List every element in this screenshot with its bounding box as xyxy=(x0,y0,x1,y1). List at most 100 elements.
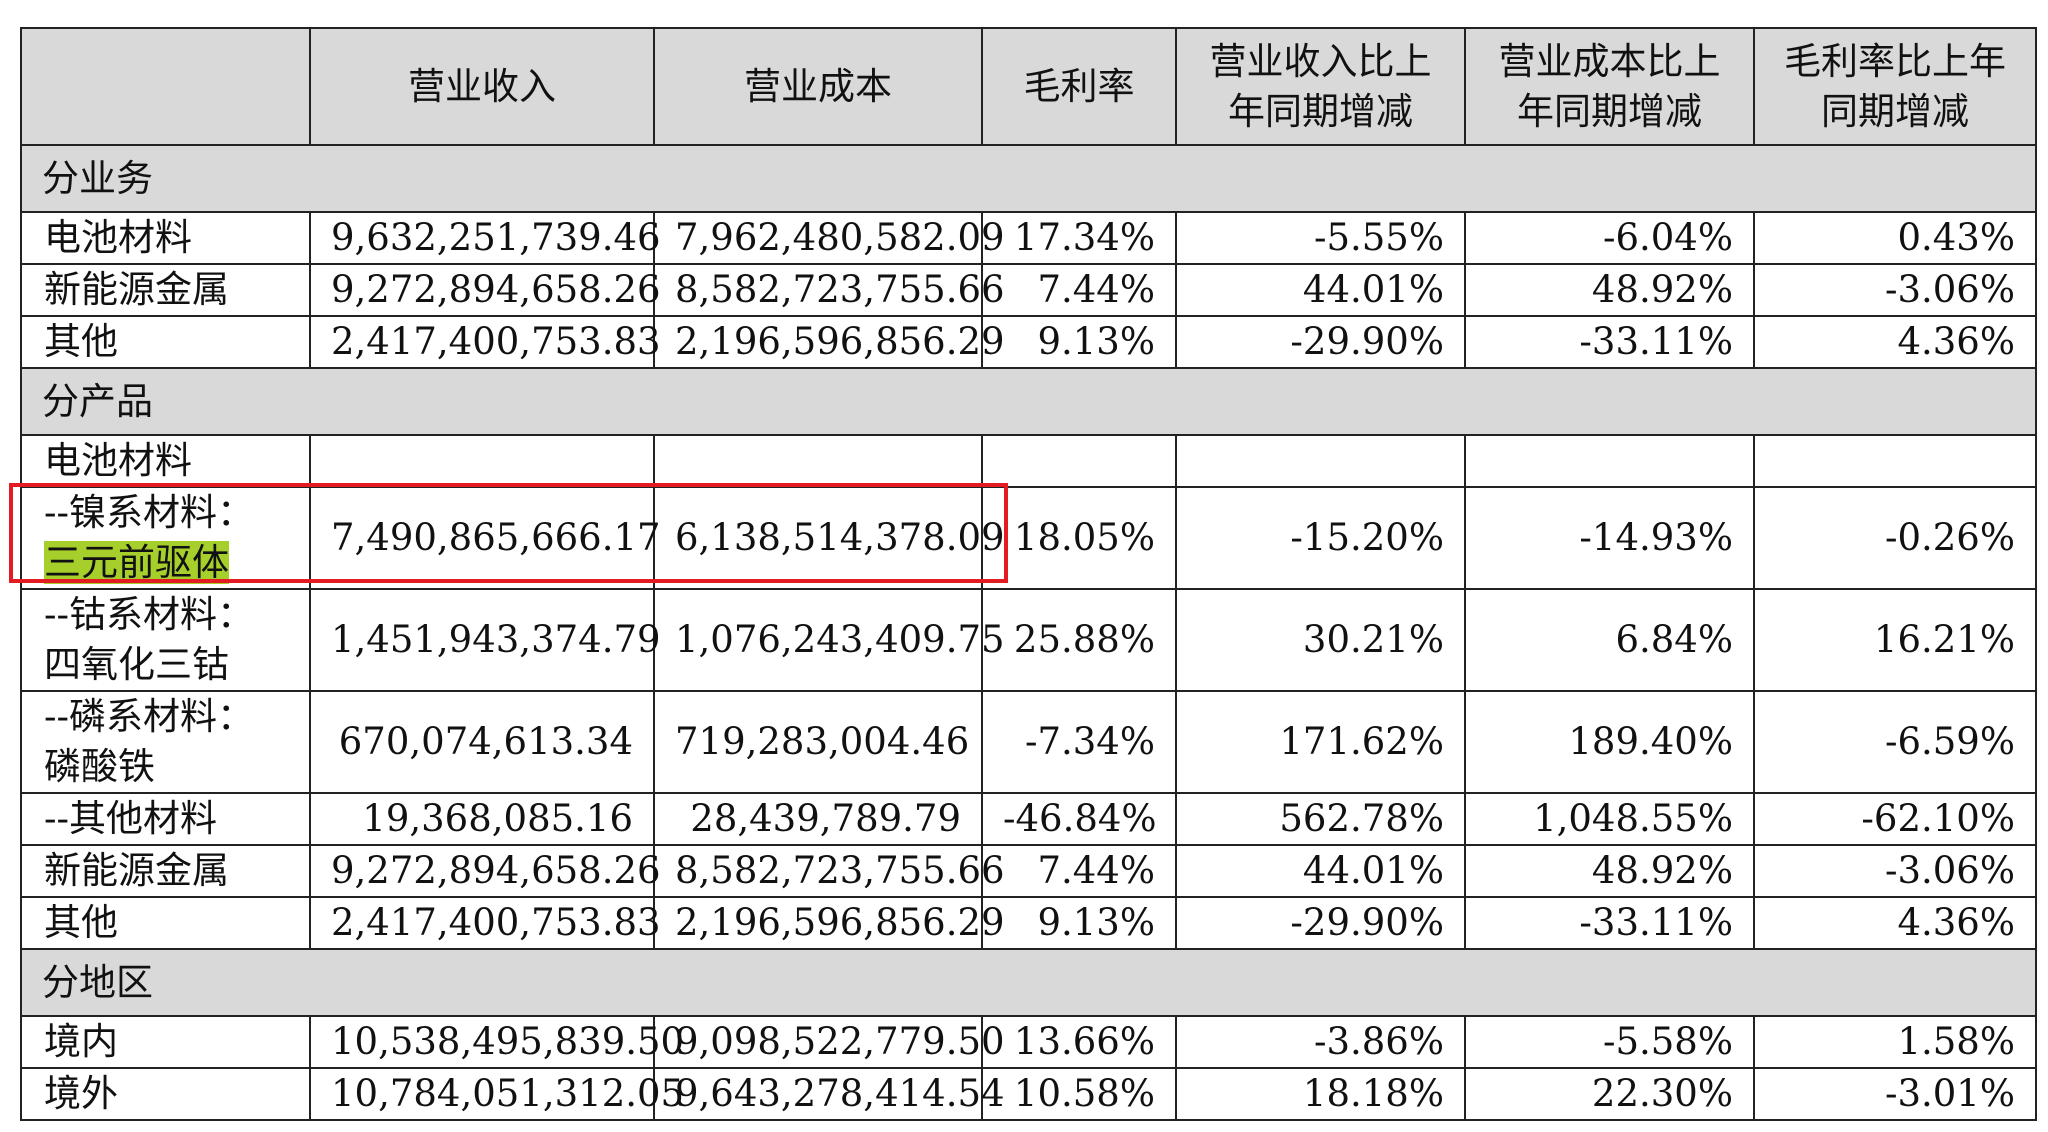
table-cell: 18.05% xyxy=(981,486,1177,590)
table-cell: 2,417,400,753.83 xyxy=(309,896,661,950)
table-cell: 2,196,596,856.29 xyxy=(653,315,1005,369)
row-label-line: 境外 xyxy=(44,1072,118,1115)
table-cell: 17.34% xyxy=(981,211,1177,265)
table-cell: 10.58% xyxy=(981,1067,1177,1121)
table-cell: 16.21% xyxy=(1753,588,2037,692)
section-label: 分产品 xyxy=(20,367,2037,436)
table-cell: 10,784,051,312.05 xyxy=(309,1067,684,1121)
table-cell: 30.21% xyxy=(1175,588,1466,692)
header-cell: 营业收入 xyxy=(309,27,655,146)
table-cell xyxy=(653,434,983,488)
table-cell: 25.88% xyxy=(981,588,1177,692)
row-label: --钴系材料： 四氧化三钴 xyxy=(20,588,311,692)
table-row: 电池材料 xyxy=(20,434,2037,488)
table-cell: 9,272,894,658.26 xyxy=(309,263,661,317)
table-row: 新能源金属 9,272,894,658.26 8,582,723,755.66 7.4… xyxy=(20,263,2037,317)
table-cell: 44.01% xyxy=(1175,263,1466,317)
row-label-line: 电池材料 xyxy=(44,439,192,482)
table-cell xyxy=(1753,434,2037,488)
table-cell: 0.43% xyxy=(1753,211,2037,265)
table-row: 境内 10,538,495,839.50 9,098,522,779.50 13.66… xyxy=(20,1015,2037,1069)
row-label: 境内 xyxy=(20,1015,311,1069)
financial-table: 营业收入 营业成本 毛利率 营业收入比上 年同期增减 营业成本比上 年同期增减 毛利… xyxy=(20,27,2037,1121)
row-label-line: --钴系材料： xyxy=(44,593,255,636)
table-cell: -5.55% xyxy=(1175,211,1466,265)
row-label-line: 四氧化三钴 xyxy=(44,643,229,686)
table-cell: 8,582,723,755.66 xyxy=(653,844,1005,898)
table-cell: 9,632,251,739.46 xyxy=(309,211,661,265)
table-cell: 2,417,400,753.83 xyxy=(309,315,661,369)
row-label-line: 新能源金属 xyxy=(44,849,229,892)
table-cell: 9.13% xyxy=(981,896,1177,950)
table-row: --磷系材料： 磷酸铁 670,074,613.34 719,283,004.46 -7… xyxy=(20,690,2037,794)
table-cell: 1,048.55% xyxy=(1464,792,1755,846)
table-cell xyxy=(1464,434,1755,488)
table-cell: -3.86% xyxy=(1175,1015,1466,1069)
table-cell: 28,439,789.79 xyxy=(653,792,983,846)
table-body: 分业务 电池材料 9,632,251,739.46 7,962,480,582.09 1… xyxy=(20,144,2037,1121)
table-cell: 4.36% xyxy=(1753,315,2037,369)
table-cell: 9,272,894,658.26 xyxy=(309,844,661,898)
table-cell: -3.06% xyxy=(1753,263,2037,317)
table-cell: -6.59% xyxy=(1753,690,2037,794)
header-cell: 营业成本 xyxy=(653,27,983,146)
table-cell: 7.44% xyxy=(981,263,1177,317)
table-cell: 6,138,514,378.09 xyxy=(653,486,1005,590)
table-cell: -33.11% xyxy=(1464,315,1755,369)
table-cell: -29.90% xyxy=(1175,315,1466,369)
table-row: 其他 2,417,400,753.83 2,196,596,856.29 9.13% -… xyxy=(20,315,2037,369)
highlighted-text: 三元前驱体 xyxy=(44,541,229,584)
table-cell: 9,098,522,779.50 xyxy=(653,1015,1005,1069)
table-cell: 10,538,495,839.50 xyxy=(309,1015,684,1069)
row-label-line: --镍系材料： xyxy=(44,491,255,534)
row-label-line: 境内 xyxy=(44,1020,118,1063)
table-cell: 1.58% xyxy=(1753,1015,2037,1069)
table-cell: 18.18% xyxy=(1175,1067,1466,1121)
table-cell: -15.20% xyxy=(1175,486,1466,590)
table-cell: 7,962,480,582.09 xyxy=(653,211,1005,265)
table-cell: -7.34% xyxy=(981,690,1177,794)
table-row: 境外 10,784,051,312.05 9,643,278,414.54 10.58… xyxy=(20,1067,2037,1121)
table-cell: 562.78% xyxy=(1175,792,1466,846)
header-text: 毛利率 xyxy=(1023,64,1135,108)
row-label-line: 新能源金属 xyxy=(44,268,229,311)
header-cell xyxy=(20,27,311,146)
row-label-line: 磷酸铁 xyxy=(44,745,155,788)
row-label: 电池材料 xyxy=(20,211,311,265)
row-label-line: 电池材料 xyxy=(44,216,192,259)
header-row: 营业收入 营业成本 毛利率 营业收入比上 年同期增减 营业成本比上 年同期增减 毛利… xyxy=(20,27,2037,146)
table-cell xyxy=(981,434,1177,488)
header-text: 营业收入比上 xyxy=(1209,39,1432,83)
table-cell: -3.06% xyxy=(1753,844,2037,898)
table-cell: 44.01% xyxy=(1175,844,1466,898)
section-row: 分地区 xyxy=(20,948,2037,1017)
row-label-line: 三元前驱体 xyxy=(44,538,289,588)
section-row: 分产品 xyxy=(20,367,2037,436)
table-row: --钴系材料： 四氧化三钴 1,451,943,374.79 1,076,243,40… xyxy=(20,588,2037,692)
table-cell: -0.26% xyxy=(1753,486,2037,590)
row-label-line: --其他材料 xyxy=(44,797,218,840)
table-cell: -5.58% xyxy=(1464,1015,1755,1069)
section-label: 分业务 xyxy=(20,144,2037,213)
table-row: --镍系材料： 三元前驱体 7,490,865,666.17 6,138,514,37… xyxy=(20,486,2037,590)
header-cell: 营业收入比上 年同期增减 xyxy=(1175,27,1466,146)
table-cell: 7,490,865,666.17 xyxy=(309,486,661,590)
table-cell: 19,368,085.16 xyxy=(309,792,655,846)
row-label-line: --磷系材料： xyxy=(44,695,255,738)
header-text: 同期增减 xyxy=(1821,89,1969,133)
row-label: 电池材料 xyxy=(20,434,311,488)
table-cell: -62.10% xyxy=(1753,792,2037,846)
table-row: 新能源金属 9,272,894,658.26 8,582,723,755.66 7.4… xyxy=(20,844,2037,898)
header-text: 毛利率比上年 xyxy=(1784,39,2006,83)
row-label: --磷系材料： 磷酸铁 xyxy=(20,690,311,794)
table-row: --其他材料 19,368,085.16 28,439,789.79 -46.84% 5… xyxy=(20,792,2037,846)
table-cell: -14.93% xyxy=(1464,486,1755,590)
table-cell: 8,582,723,755.66 xyxy=(653,263,1005,317)
table-cell xyxy=(309,434,655,488)
table-cell: 1,076,243,409.75 xyxy=(653,588,1005,692)
table-cell: 4.36% xyxy=(1753,896,2037,950)
row-label: 新能源金属 xyxy=(20,263,311,317)
table-cell: -29.90% xyxy=(1175,896,1466,950)
table-cell: 670,074,613.34 xyxy=(309,690,655,794)
table-cell: 2,196,596,856.29 xyxy=(653,896,1005,950)
